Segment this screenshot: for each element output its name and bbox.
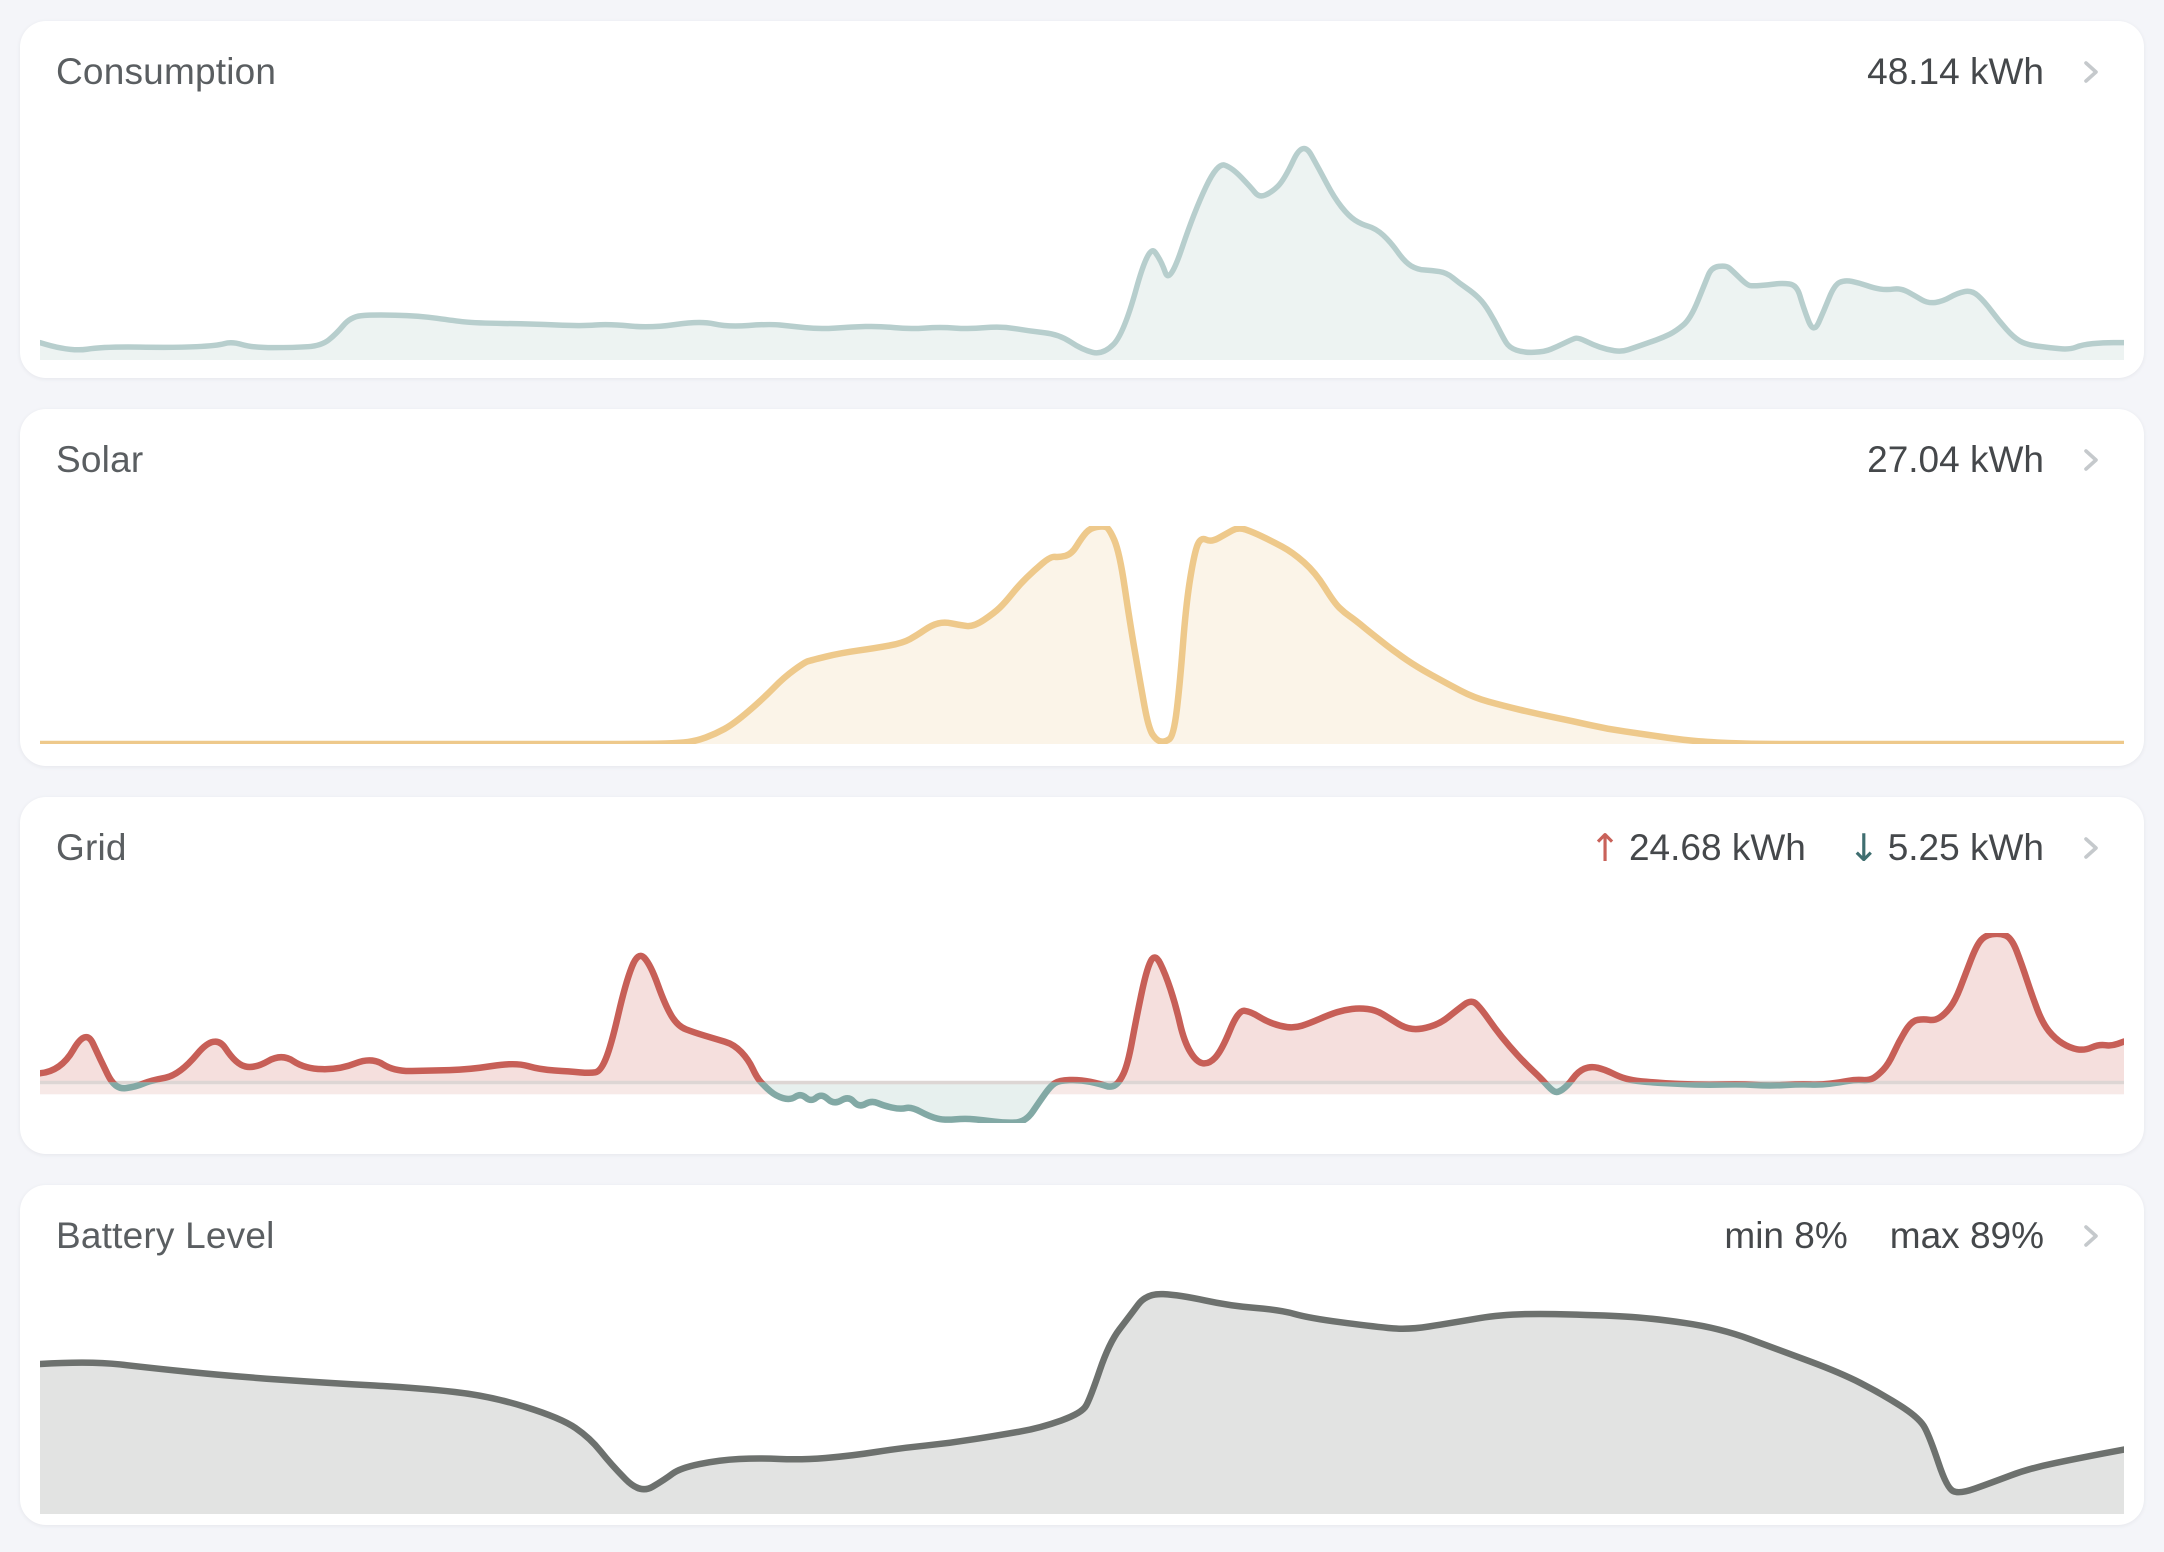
card-grid-header: Grid ↑ 24.68 kWh ↓ 5.25 kWh	[20, 797, 2144, 869]
grid-import-value: 24.68 kWh	[1628, 827, 1806, 868]
battery-max-stat: max 89%	[1890, 1215, 2044, 1257]
chevron-right-icon[interactable]	[2074, 443, 2108, 477]
chevron-right-icon[interactable]	[2074, 1219, 2108, 1253]
card-title: Consumption	[56, 51, 277, 92]
card-battery[interactable]: Battery Level min 8% max 89%	[20, 1185, 2144, 1525]
card-stats: min 8% max 89%	[1724, 1215, 2044, 1257]
chevron-right-icon[interactable]	[2074, 55, 2108, 89]
battery-max-value: max 89%	[1889, 1215, 2044, 1256]
card-title: Solar	[56, 439, 144, 480]
consumption-chart[interactable]	[40, 140, 2124, 360]
battery-min-stat: min 8%	[1724, 1215, 1847, 1257]
arrow-down-icon: ↓	[1847, 826, 1880, 870]
card-solar[interactable]: Solar 27.04 kWh	[20, 409, 2144, 766]
card-stats: ↑ 24.68 kWh ↓ 5.25 kWh	[1589, 827, 2044, 869]
consumption-total-value: 48.14 kWh	[1867, 51, 2044, 92]
grid-import-stat: ↑ 24.68 kWh	[1589, 827, 1806, 869]
card-stats: 27.04 kWh	[1867, 439, 2044, 481]
card-battery-header: Battery Level min 8% max 89%	[20, 1185, 2144, 1257]
grid-chart[interactable]	[40, 933, 2124, 1123]
arrow-up-icon: ↑	[1589, 826, 1621, 870]
card-title: Battery Level	[56, 1215, 275, 1256]
card-solar-header: Solar 27.04 kWh	[20, 409, 2144, 481]
card-stats: 48.14 kWh	[1867, 51, 2044, 93]
solar-total-value: 27.04 kWh	[1867, 439, 2044, 480]
battery-min-value: min 8%	[1724, 1215, 1848, 1256]
grid-export-stat: ↓ 5.25 kWh	[1848, 827, 2044, 869]
chevron-right-icon[interactable]	[2074, 831, 2108, 865]
solar-chart[interactable]	[40, 526, 2124, 744]
consumption-total: 48.14 kWh	[1867, 51, 2044, 93]
card-grid[interactable]: Grid ↑ 24.68 kWh ↓ 5.25 kWh	[20, 797, 2144, 1154]
solar-total: 27.04 kWh	[1867, 439, 2044, 481]
card-consumption-header: Consumption 48.14 kWh	[20, 21, 2144, 93]
grid-export-value: 5.25 kWh	[1887, 827, 2044, 868]
battery-chart[interactable]	[40, 1266, 2124, 1514]
card-title: Grid	[56, 827, 127, 868]
card-consumption[interactable]: Consumption 48.14 kWh	[20, 21, 2144, 378]
